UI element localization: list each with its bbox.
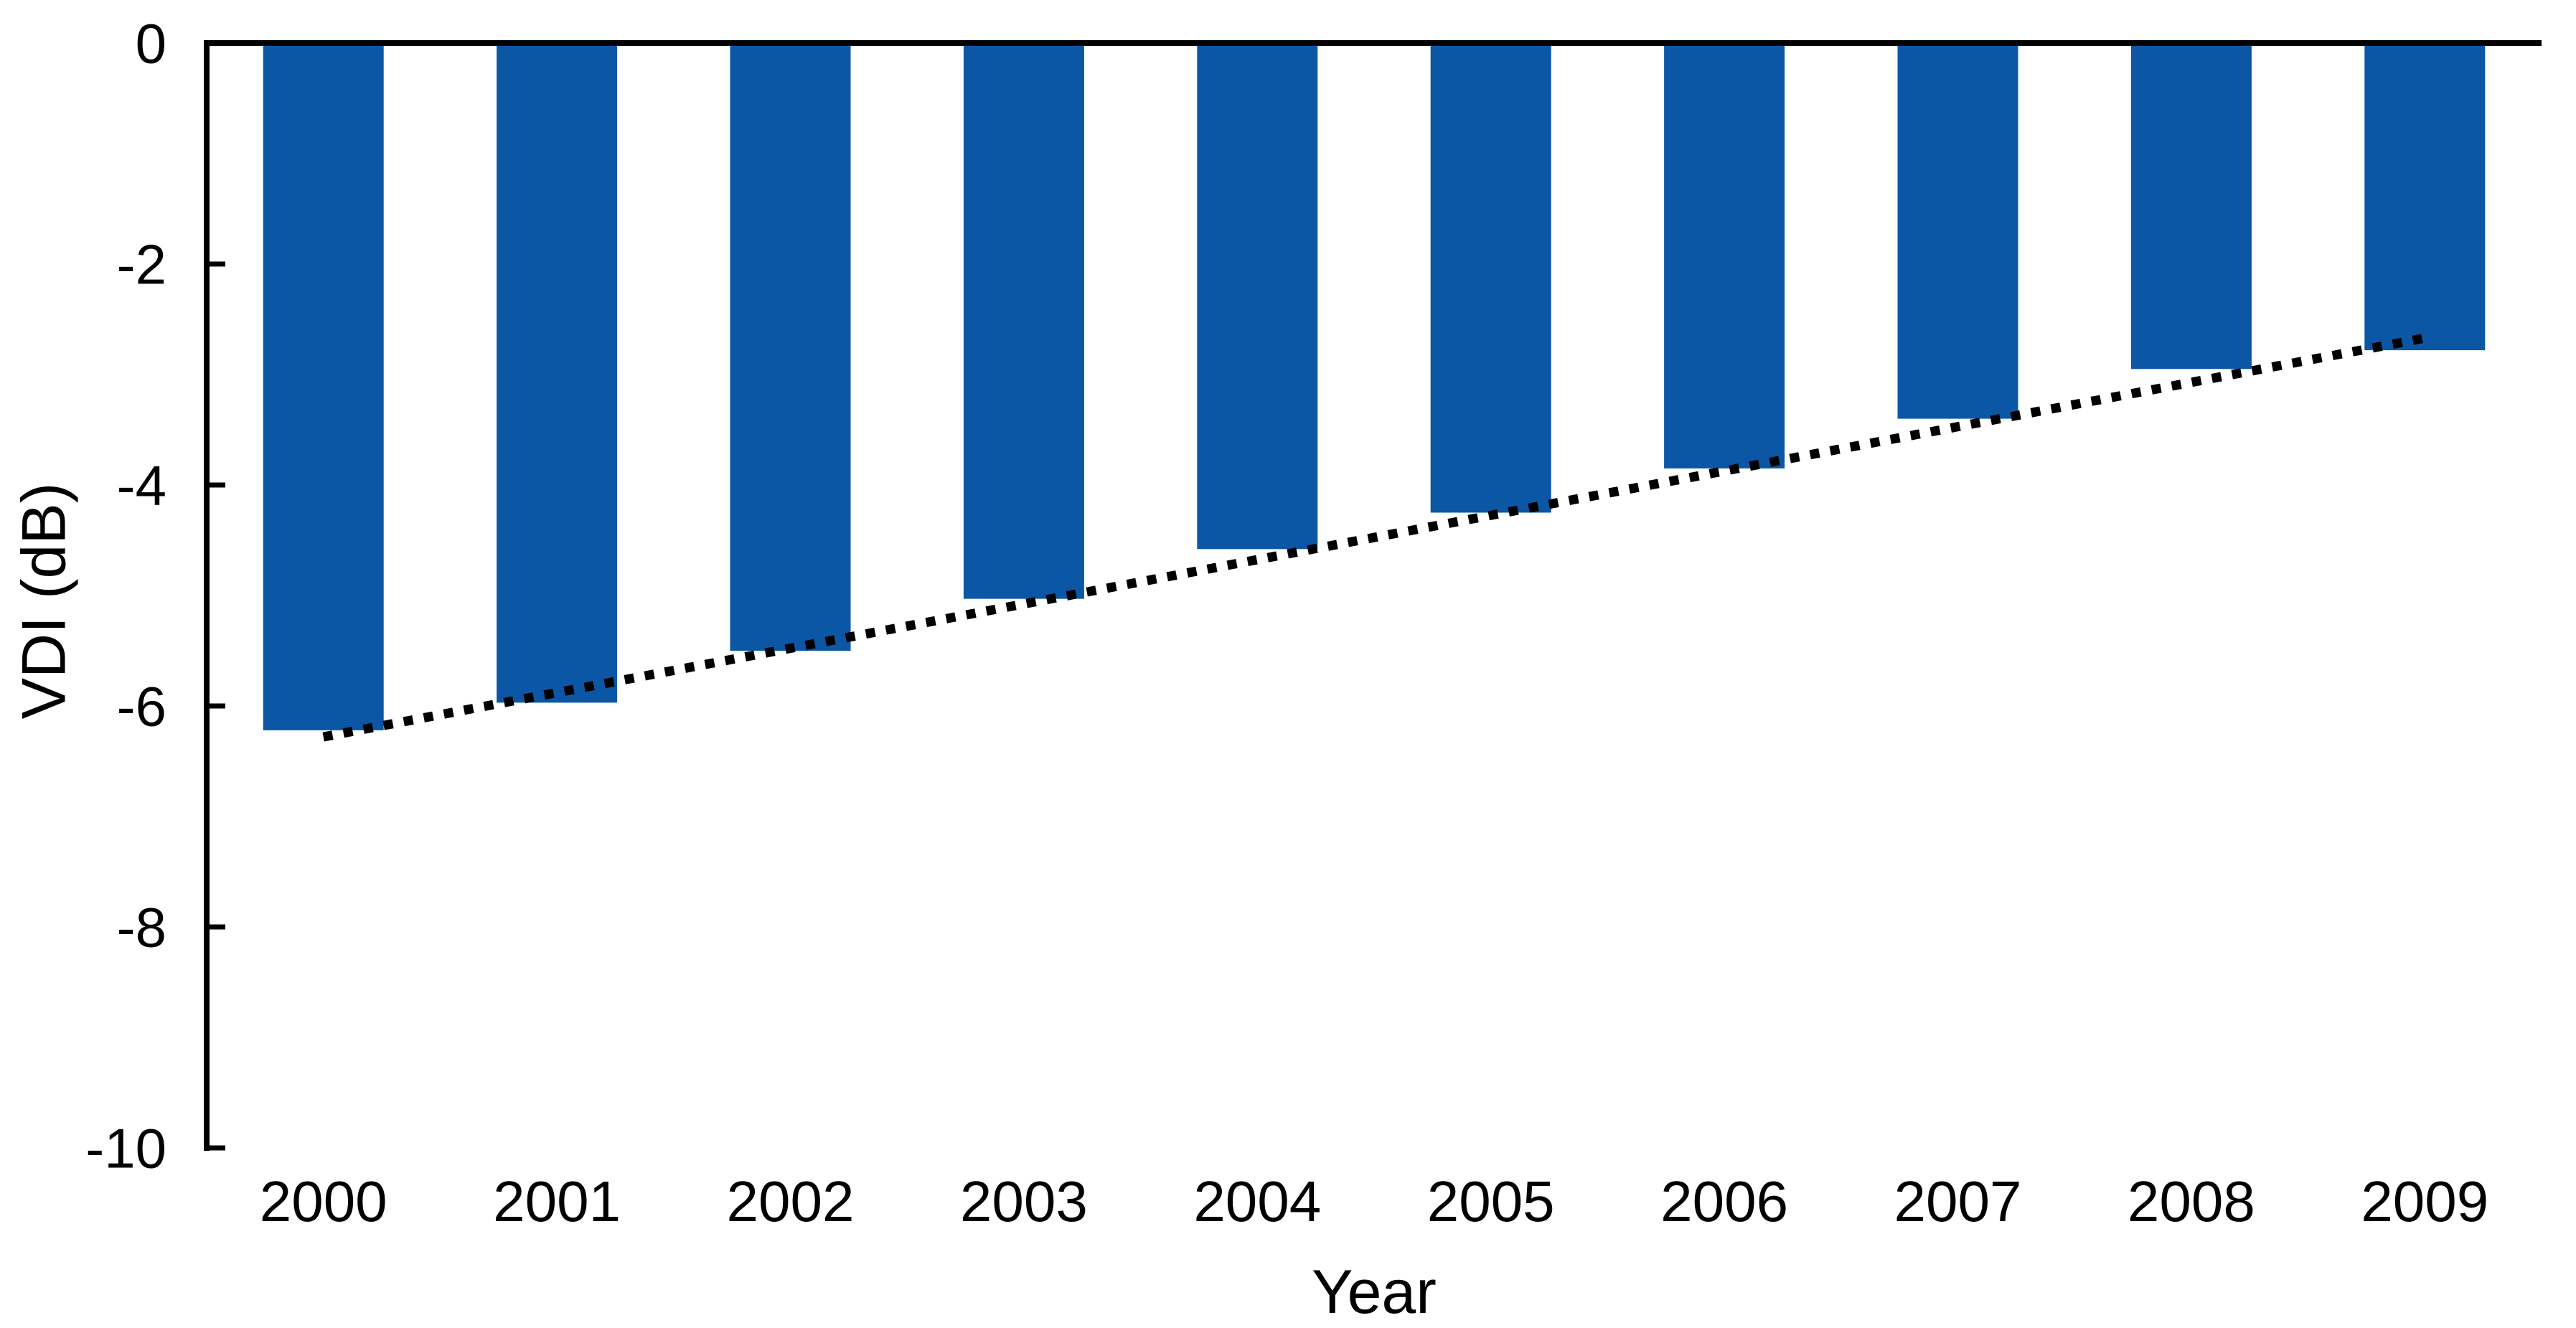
y-tick-label--2: -2 (117, 232, 166, 296)
y-tick-label--8: -8 (117, 895, 166, 959)
y-axis-title: VDI (dB) (9, 482, 79, 720)
bar-2009 (2364, 43, 2486, 351)
bar-2002 (730, 43, 851, 651)
bar-2003 (963, 43, 1084, 599)
y-tick-label--4: -4 (117, 453, 166, 517)
y-tick-label--10: -10 (85, 1116, 166, 1179)
x-label-2006: 2006 (1660, 1169, 1788, 1233)
bar-2001 (497, 43, 618, 703)
x-label-2000: 2000 (260, 1169, 387, 1233)
y-tick-label--6: -6 (117, 674, 166, 738)
bar-2005 (1430, 43, 1551, 513)
x-label-2004: 2004 (1193, 1169, 1321, 1233)
y-tick-label-0: 0 (136, 11, 166, 75)
bar-2004 (1197, 43, 1318, 550)
x-label-2008: 2008 (2128, 1169, 2255, 1233)
trendline (322, 333, 2426, 742)
bar-2006 (1664, 43, 1785, 468)
x-label-2007: 2007 (1894, 1169, 2022, 1233)
bar-2008 (2130, 43, 2252, 369)
x-label-2005: 2005 (1427, 1169, 1555, 1233)
x-label-2001: 2001 (493, 1169, 621, 1233)
x-label-2009: 2009 (2361, 1169, 2488, 1233)
bar-2007 (1897, 43, 2018, 419)
x-axis-title: Year (1312, 1258, 1437, 1327)
bar-2000 (263, 43, 384, 730)
x-label-2002: 2002 (727, 1169, 855, 1233)
x-label-2003: 2003 (960, 1169, 1088, 1233)
